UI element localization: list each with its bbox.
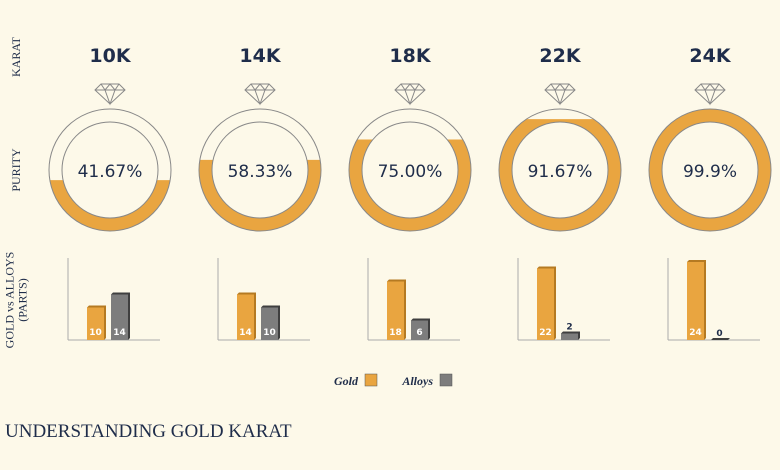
purity-label: 99.9%	[683, 162, 737, 182]
ring-outline	[661, 121, 759, 219]
row-label: PURITY	[9, 148, 23, 192]
ring-outline	[648, 108, 772, 232]
karat-label: 18K	[389, 45, 431, 67]
purity-label: 41.67%	[78, 162, 143, 182]
ring-outline	[61, 121, 159, 219]
bar-value: 18	[389, 328, 402, 338]
ring-outline	[211, 121, 309, 219]
diamond-icon	[544, 83, 576, 106]
page-title: UNDERSTANDING GOLD KARAT	[5, 421, 292, 442]
ring-outline	[198, 108, 322, 232]
purity-label: 58.33%	[228, 162, 293, 182]
ring-gold	[49, 180, 171, 231]
row-label-text: KARAT	[9, 36, 23, 77]
karat-label: 22K	[539, 45, 581, 67]
legend-swatch	[364, 373, 378, 387]
karat-label: 14K	[239, 45, 281, 67]
row-label-line: (PARTS)	[16, 278, 30, 322]
bar-value: 14	[239, 328, 252, 338]
bar	[537, 268, 554, 340]
bar	[387, 281, 404, 340]
bar-value: 22	[539, 328, 552, 338]
ring-outline	[498, 108, 622, 232]
diamond-icon	[394, 83, 426, 106]
row-label: KARAT	[9, 36, 23, 77]
diamond-icon	[694, 83, 726, 106]
bar	[87, 307, 104, 340]
purity-label: 75.00%	[378, 162, 443, 182]
bar-value: 2	[566, 323, 572, 333]
bar	[261, 307, 278, 340]
diamond-icon	[244, 83, 276, 106]
row-label-line: GOLD vs ALLOYS	[3, 252, 17, 349]
ring-outline	[348, 108, 472, 232]
bar	[237, 294, 254, 340]
bar	[111, 294, 128, 340]
bar	[411, 320, 428, 340]
bar-value: 24	[689, 328, 702, 338]
bar-value: 6	[416, 328, 422, 338]
bar-value: 0	[716, 329, 722, 339]
karat-label: 24K	[689, 45, 731, 67]
bar	[561, 333, 578, 340]
legend-swatch	[439, 373, 453, 387]
row-label-text: PURITY	[9, 148, 23, 192]
diamond-icon	[94, 83, 126, 106]
row-label: GOLD vs ALLOYS (PARTS)	[3, 252, 30, 349]
karat-label: 10K	[89, 45, 131, 67]
legend-label: Alloys	[401, 374, 433, 388]
ring-outline	[511, 121, 609, 219]
bar-value: 10	[263, 328, 276, 338]
legend-label: Gold	[334, 374, 359, 388]
bar-value: 10	[89, 328, 102, 338]
ring-outline	[48, 108, 172, 232]
bar-shade	[711, 338, 730, 340]
ring-outline	[361, 121, 459, 219]
bar	[687, 262, 704, 340]
bar-value: 14	[113, 328, 126, 338]
ring-gold	[199, 159, 321, 231]
ring-gold	[349, 139, 471, 231]
purity-label: 91.67%	[528, 162, 593, 182]
